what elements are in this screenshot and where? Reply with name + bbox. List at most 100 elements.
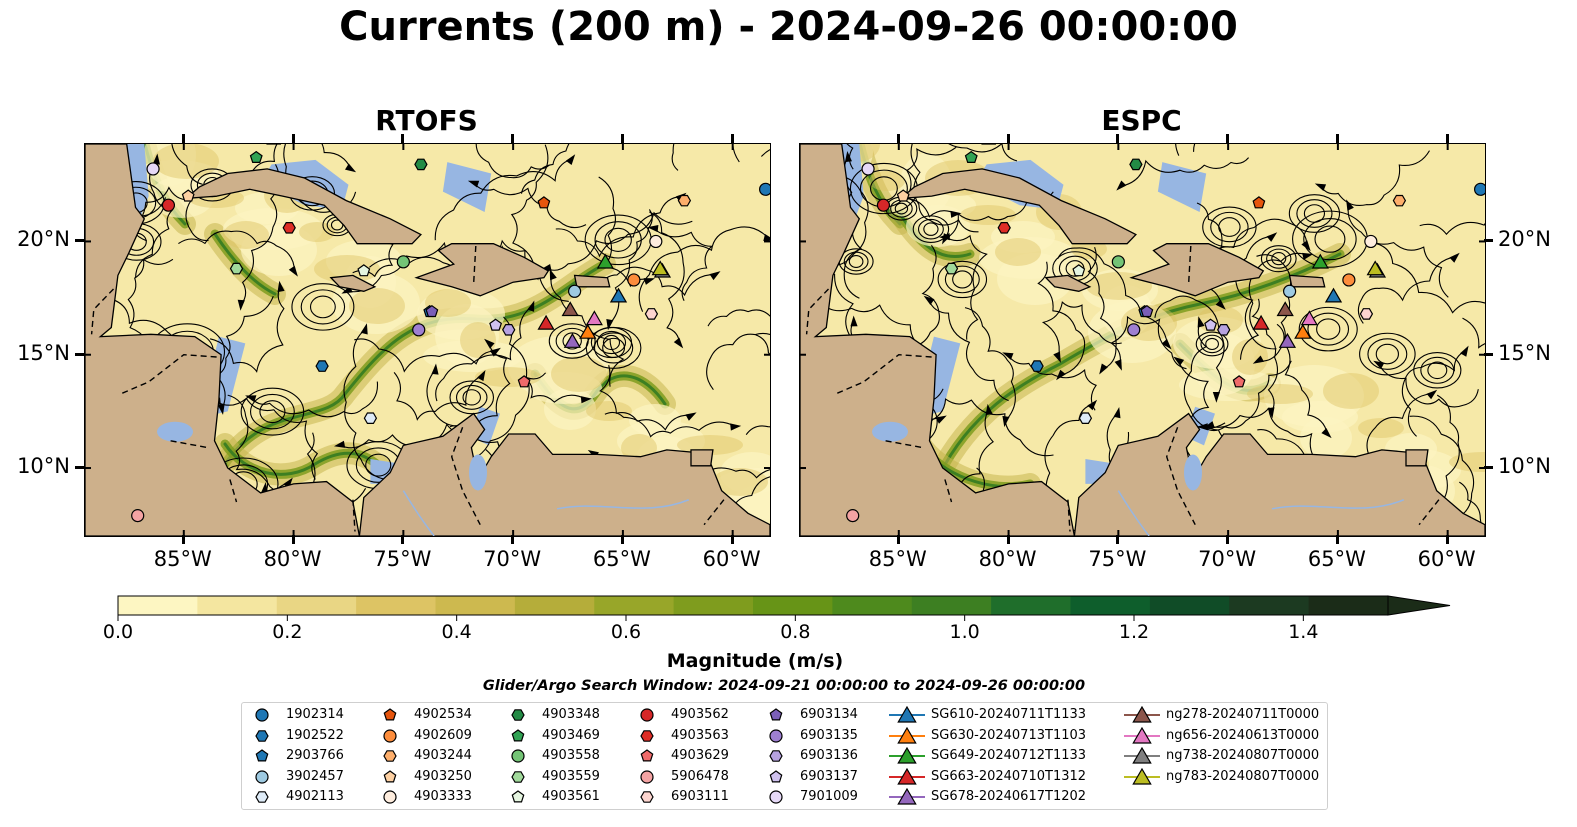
colorbar-tick-label: 0.0 <box>102 621 134 643</box>
obs-SG610-20240711T1133 <box>1324 287 1343 303</box>
legend-label: ng783-20240807T0000 <box>1166 768 1320 784</box>
legend-label: 4903563 <box>671 727 729 743</box>
lon-tick-label: 85°W <box>153 547 212 571</box>
legend-label: SG663-20240710T1312 <box>931 768 1087 784</box>
obs-6903111 <box>644 308 659 320</box>
colorbar-segment <box>753 596 833 615</box>
legend-marker <box>769 750 783 762</box>
legend-marker <box>511 749 525 763</box>
lat-tick <box>75 352 84 356</box>
legend-label: 6903136 <box>800 748 858 763</box>
obs-4903559 <box>944 262 959 275</box>
obs-ng278-20240711T0000 <box>1276 301 1294 317</box>
legend-label: 6903135 <box>800 727 858 743</box>
legend-label: 6903111 <box>671 789 729 804</box>
observation-markers <box>131 150 770 523</box>
colorbar-segment <box>118 596 198 615</box>
obs-6903134 <box>1140 304 1154 318</box>
legend-marker <box>769 769 783 782</box>
lat-tick <box>75 466 84 470</box>
obs-4903244 <box>677 194 692 207</box>
obs-6903137 <box>1204 318 1218 331</box>
colorbar-tick-label: 0.4 <box>441 621 472 643</box>
lat-tick-label: 10°N <box>17 454 70 479</box>
lon-tick <box>511 535 515 544</box>
lon-tick-label: 75°W <box>373 547 432 571</box>
legend-label: 7901009 <box>800 789 858 804</box>
panel-title-rtofs: RTOFS <box>375 104 478 137</box>
colorbar-segment <box>356 596 436 615</box>
obs-7901009 <box>146 162 160 176</box>
obs-4902534 <box>537 196 551 209</box>
colorbar-segment <box>911 596 992 615</box>
legend-marker <box>1132 706 1152 723</box>
obs-4903563 <box>997 221 1011 234</box>
obs-4903333 <box>649 234 663 249</box>
obs-6903134 <box>425 304 439 318</box>
lon-tick <box>511 134 515 143</box>
map-espc <box>799 143 1486 537</box>
lon-tick <box>291 535 295 544</box>
obs-4902113 <box>363 412 378 424</box>
lon-tick <box>1226 535 1230 544</box>
obs-5906478 <box>846 509 860 523</box>
obs-4903561 <box>1072 264 1086 277</box>
legend-label: 4903469 <box>542 727 600 743</box>
legend-label: 3902457 <box>286 768 344 784</box>
legend-marker <box>769 728 783 743</box>
legend-marker <box>255 749 269 762</box>
obs-SG678-20240617T1202 <box>1278 332 1297 348</box>
legend-label: 4902534 <box>414 707 472 722</box>
obs-SG663-20240710T1312 <box>1252 314 1270 330</box>
legend-marker <box>511 790 525 803</box>
obs-4902609 <box>1342 273 1356 287</box>
lon-tick <box>181 134 185 143</box>
colorbar-tick-label: 1.0 <box>949 621 980 643</box>
obs-4902609 <box>627 273 641 287</box>
colorbar-tick-label: 0.8 <box>780 621 811 643</box>
obs-4903333 <box>1364 234 1378 249</box>
search-window-caption: Glider/Argo Search Window: 2024-09-21 00… <box>482 678 1086 694</box>
legend-marker <box>255 769 269 784</box>
legend-marker <box>255 729 269 742</box>
obs-ng783-20240807T0000 <box>1366 260 1384 276</box>
lat-tick-label: 10°N <box>1498 454 1551 479</box>
obs-4903561 <box>357 264 371 277</box>
colorbar-tick-label: 0.6 <box>610 621 642 643</box>
legend-marker <box>1132 726 1152 744</box>
landmass <box>800 144 1485 536</box>
obs-6903137 <box>489 318 503 331</box>
legend-marker <box>1132 767 1152 785</box>
obs-4903348 <box>414 158 428 171</box>
legend-label: 4902609 <box>414 727 472 743</box>
legend-marker <box>640 708 654 722</box>
obs-6903135 <box>1127 323 1141 337</box>
obs-4903244 <box>1392 194 1407 207</box>
colorbar-segment <box>514 596 595 615</box>
legend-label: 1902522 <box>286 727 344 743</box>
obs-4903563 <box>282 221 296 234</box>
lon-tick-label: 70°W <box>483 547 542 571</box>
obs-4903562 <box>876 198 891 212</box>
obs-4903250 <box>896 189 910 202</box>
observation-markers <box>846 150 1485 523</box>
lon-tick-label: 80°W <box>978 547 1037 571</box>
legend-label: ng656-20240613T0000 <box>1166 727 1320 743</box>
colorbar-segment <box>1229 596 1310 615</box>
panel-title-espc: ESPC <box>1101 104 1182 137</box>
legend-label: 4903559 <box>542 768 600 784</box>
legend-label: SG610-20240711T1133 <box>931 707 1087 722</box>
obs-4903559 <box>229 262 244 275</box>
legend: 1902314 1902522 2903766 3902457 4902113 49025… <box>241 702 1328 810</box>
lon-tick <box>730 134 734 143</box>
legend-marker <box>255 708 269 722</box>
legend-marker <box>383 790 397 804</box>
lon-tick <box>181 535 185 544</box>
lat-tick-label: 20°N <box>1498 227 1551 252</box>
obs-ng656-20240613T0000 <box>1300 310 1318 326</box>
legend-label: 4903250 <box>414 768 472 784</box>
lon-tick <box>401 535 405 544</box>
landmass <box>85 144 770 536</box>
legend-marker <box>383 750 397 762</box>
obs-SG630-20240713T1103 <box>579 323 597 339</box>
